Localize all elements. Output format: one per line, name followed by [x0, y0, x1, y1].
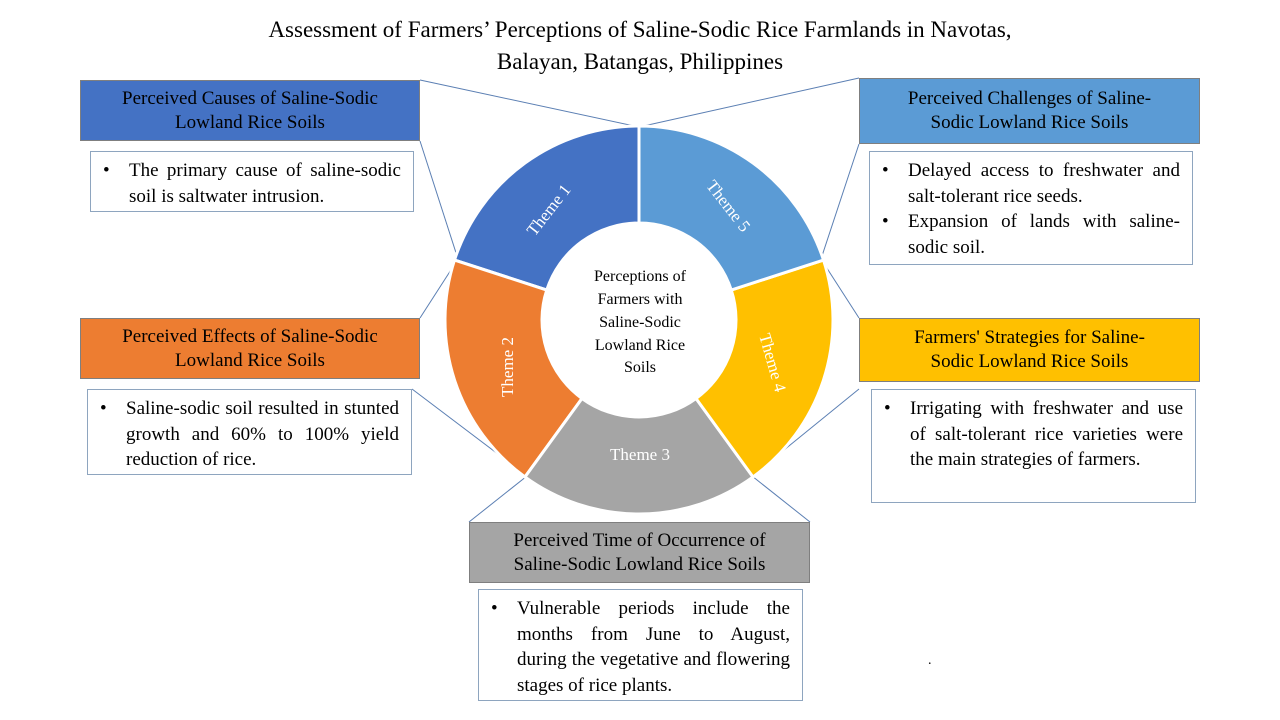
- theme-2-label: Theme 2: [498, 337, 517, 397]
- footnote-dot: .: [928, 653, 932, 668]
- challenges-heading-line-1: Perceived Challenges of Saline-: [907, 88, 1152, 109]
- theme-3-label: Theme 3: [610, 445, 670, 464]
- strategies-bullet: Irrigating with freshwater and use of sa…: [882, 396, 1183, 473]
- connector-causes-top: [419, 79, 640, 128]
- effects-heading: Perceived Effects of Saline-Sodic Lowlan…: [80, 318, 420, 379]
- time-heading-line-2: Saline-Sodic Lowland Rice Soils: [513, 553, 766, 575]
- strategies-box: Irrigating with freshwater and use of sa…: [871, 389, 1196, 503]
- title-line-2: Balayan, Batangas, Philippines: [496, 49, 784, 74]
- challenges-bullet-2: Expansion of lands with saline-sodic soi…: [880, 209, 1180, 260]
- center-line-2: Farmers with: [598, 291, 683, 308]
- effects-heading-line-2: Lowland Rice Soils: [175, 349, 325, 371]
- diagram-title: Assessment of Farmers’ Perceptions of Sa…: [140, 14, 1140, 78]
- time-bullet: Vulnerable periods include the months fr…: [489, 596, 790, 698]
- challenges-heading-line-2: Sodic Lowland Rice Soils: [930, 112, 1129, 133]
- causes-heading-line-1: Perceived Causes of Saline-Sodic: [122, 87, 378, 109]
- title-line-1: Assessment of Farmers’ Perceptions of Sa…: [268, 17, 1012, 42]
- connector-challenges-top: [638, 77, 860, 128]
- time-heading: Perceived Time of Occurrence of Saline-S…: [469, 522, 810, 583]
- center-line-5: Soils: [624, 359, 656, 376]
- strategies-heading: Farmers' Strategies for Saline- Sodic Lo…: [859, 318, 1200, 382]
- challenges-bullet-1: Delayed access to freshwater and salt-to…: [880, 158, 1180, 209]
- effects-box: Saline-sodic soil resulted in stunted gr…: [87, 389, 412, 475]
- effects-heading-line-1: Perceived Effects of Saline-Sodic: [122, 325, 378, 347]
- strategies-heading-line-1: Farmers' Strategies for Saline-: [914, 327, 1145, 348]
- connector-causes-bottom: [419, 140, 459, 260]
- causes-heading: Perceived Causes of Saline-Sodic Lowland…: [80, 80, 420, 141]
- effects-bullet: Saline-sodic soil resulted in stunted gr…: [98, 396, 399, 473]
- strategies-heading-line-2: Sodic Lowland Rice Soils: [930, 351, 1129, 372]
- connector-challenges-bottom: [820, 143, 860, 260]
- connector-time-left: [468, 475, 528, 523]
- causes-heading-line-2: Lowland Rice Soils: [175, 111, 325, 133]
- center-line-4: Lowland Rice: [595, 337, 685, 354]
- causes-box: The primary cause of saline-sodic soil i…: [90, 151, 414, 212]
- connector-time-right: [751, 475, 811, 523]
- time-heading-line-1: Perceived Time of Occurrence of: [513, 529, 766, 551]
- challenges-box: Delayed access to freshwater and salt-to…: [869, 151, 1193, 265]
- center-line-1: Perceptions of: [594, 268, 687, 285]
- wheel-center-circle: [542, 223, 736, 417]
- challenges-heading: Perceived Challenges of Saline- Sodic Lo…: [859, 78, 1200, 144]
- causes-bullet: The primary cause of saline-sodic soil i…: [101, 158, 401, 209]
- time-box: Vulnerable periods include the months fr…: [478, 589, 803, 701]
- center-line-3: Saline-Sodic: [599, 314, 681, 331]
